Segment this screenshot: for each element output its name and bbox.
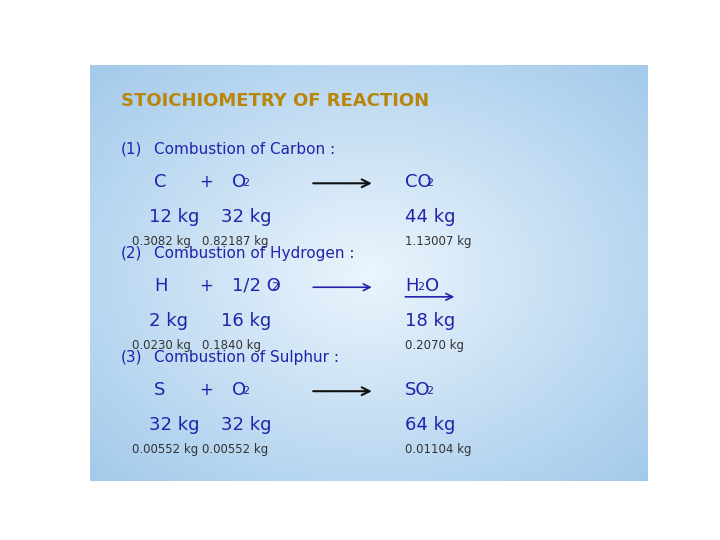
Text: 18 kg: 18 kg — [405, 312, 456, 330]
Text: SO: SO — [405, 381, 431, 399]
Text: 2: 2 — [426, 178, 433, 188]
Text: 0.82187 kg: 0.82187 kg — [202, 235, 268, 248]
Text: Combustion of Carbon :: Combustion of Carbon : — [154, 141, 336, 157]
Text: C: C — [154, 173, 166, 191]
Text: H: H — [154, 277, 168, 295]
Text: 0.01104 kg: 0.01104 kg — [405, 443, 472, 456]
Text: 12 kg: 12 kg — [148, 208, 199, 226]
Text: STOICHIOMETRY OF REACTION: STOICHIOMETRY OF REACTION — [121, 92, 429, 110]
Text: 2: 2 — [271, 282, 279, 292]
Text: 1/2 O: 1/2 O — [233, 277, 282, 295]
Text: 0.1840 kg: 0.1840 kg — [202, 339, 261, 352]
Text: 16 kg: 16 kg — [221, 312, 271, 330]
Text: Combustion of Hydrogen :: Combustion of Hydrogen : — [154, 246, 355, 261]
Text: +: + — [199, 173, 212, 191]
Text: O: O — [233, 381, 246, 399]
Text: 2: 2 — [243, 386, 249, 396]
Text: (1): (1) — [121, 141, 142, 157]
Text: 44 kg: 44 kg — [405, 208, 456, 226]
Text: 0.00552 kg: 0.00552 kg — [202, 443, 268, 456]
Text: 32 kg: 32 kg — [148, 416, 199, 434]
Text: 1.13007 kg: 1.13007 kg — [405, 235, 472, 248]
Text: 2: 2 — [418, 282, 425, 292]
Text: S: S — [154, 381, 166, 399]
Text: 2: 2 — [243, 178, 249, 188]
Text: 0.2070 kg: 0.2070 kg — [405, 339, 464, 352]
Text: O: O — [425, 277, 439, 295]
Text: 0.0230 kg: 0.0230 kg — [132, 339, 191, 352]
Text: 2: 2 — [426, 386, 433, 396]
Text: 0.3082 kg: 0.3082 kg — [132, 235, 191, 248]
Text: +: + — [199, 381, 212, 399]
Text: (2): (2) — [121, 246, 142, 261]
Text: 2 kg: 2 kg — [148, 312, 188, 330]
Text: H: H — [405, 277, 419, 295]
Text: 32 kg: 32 kg — [221, 416, 271, 434]
Text: O: O — [233, 173, 246, 191]
Text: Combustion of Sulphur :: Combustion of Sulphur : — [154, 349, 339, 364]
Text: CO: CO — [405, 173, 432, 191]
Text: +: + — [199, 277, 212, 295]
Text: (3): (3) — [121, 349, 142, 364]
Text: 64 kg: 64 kg — [405, 416, 456, 434]
Text: 0.00552 kg: 0.00552 kg — [132, 443, 198, 456]
Text: 32 kg: 32 kg — [221, 208, 271, 226]
